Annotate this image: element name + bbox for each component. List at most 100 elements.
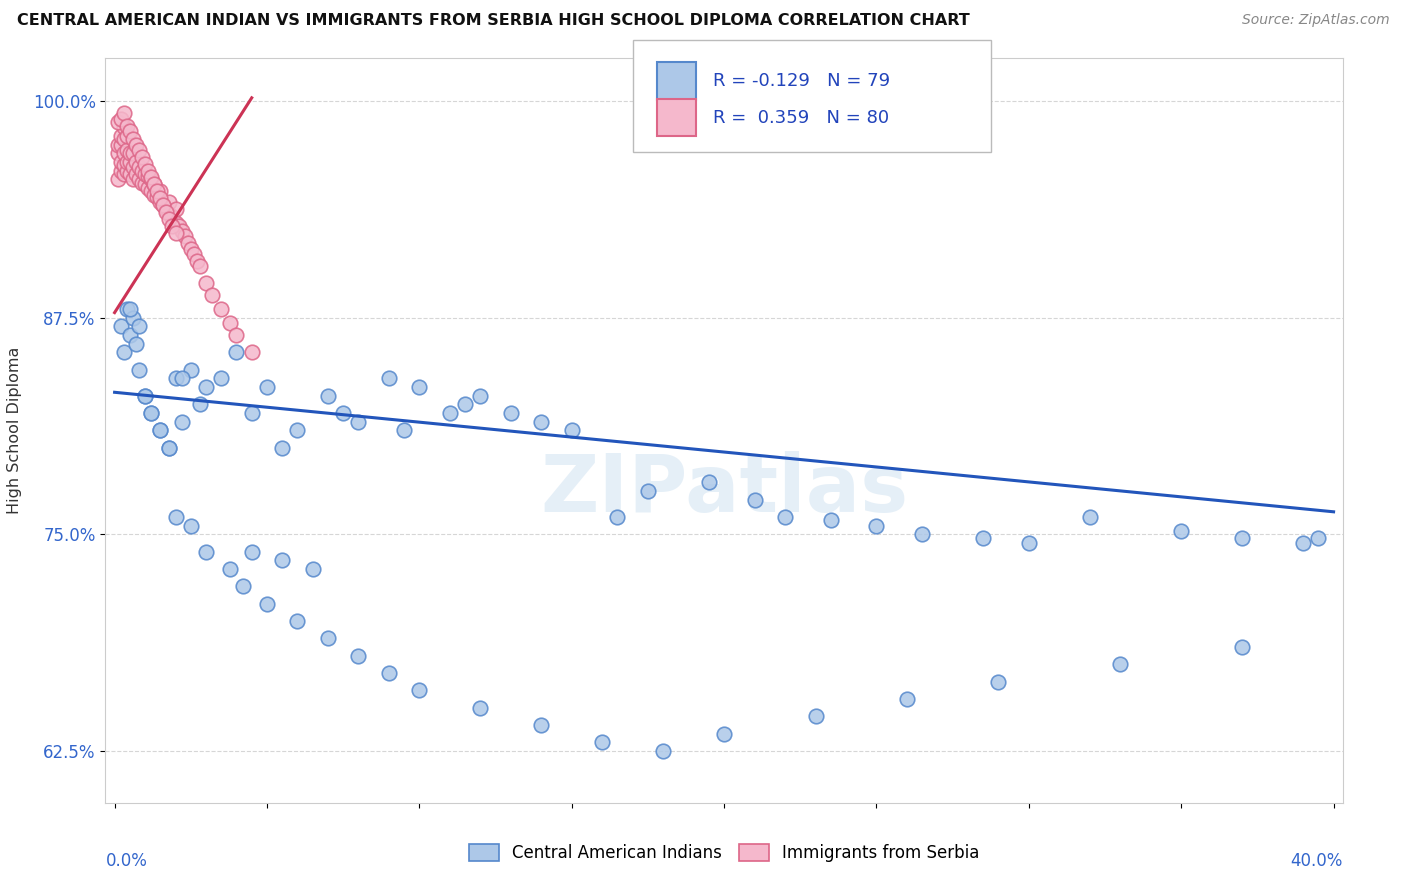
Point xyxy=(209,371,232,385)
Point xyxy=(118,302,141,317)
Point xyxy=(316,632,339,646)
Point xyxy=(128,319,150,334)
Point xyxy=(165,202,187,216)
Point xyxy=(115,155,138,169)
Point xyxy=(177,236,200,251)
Point xyxy=(240,345,263,359)
Point xyxy=(530,415,553,429)
Point xyxy=(201,288,224,302)
Point xyxy=(173,229,195,244)
Point xyxy=(1109,657,1132,672)
Point xyxy=(240,406,263,420)
Point xyxy=(107,172,129,186)
Point xyxy=(454,397,477,411)
Point xyxy=(141,406,163,420)
Point xyxy=(118,328,141,343)
Text: ZIPatlas: ZIPatlas xyxy=(540,451,908,529)
Text: CENTRAL AMERICAN INDIAN VS IMMIGRANTS FROM SERBIA HIGH SCHOOL DIPLOMA CORRELATIO: CENTRAL AMERICAN INDIAN VS IMMIGRANTS FR… xyxy=(17,13,970,29)
Point xyxy=(408,380,430,394)
Point xyxy=(225,328,247,343)
Point xyxy=(165,226,187,240)
Point xyxy=(195,276,218,290)
Point xyxy=(112,106,135,120)
Point xyxy=(188,259,211,273)
Point xyxy=(408,683,430,698)
Point xyxy=(159,212,181,227)
Point xyxy=(134,156,156,170)
Point xyxy=(591,735,613,749)
Point xyxy=(141,170,163,185)
Point xyxy=(1170,524,1192,538)
Point xyxy=(125,167,148,181)
Text: Source: ZipAtlas.com: Source: ZipAtlas.com xyxy=(1241,13,1389,28)
Point xyxy=(110,319,132,334)
Point xyxy=(141,172,163,186)
Point xyxy=(149,191,172,205)
Point xyxy=(115,128,138,143)
Point xyxy=(287,614,309,628)
Point xyxy=(136,169,159,183)
Point xyxy=(128,363,150,377)
Point xyxy=(125,336,148,351)
Point xyxy=(165,215,187,229)
Point xyxy=(225,345,247,359)
Point xyxy=(301,562,323,576)
Point xyxy=(186,253,208,268)
Point xyxy=(125,155,148,169)
Text: R =  0.359   N = 80: R = 0.359 N = 80 xyxy=(713,109,889,127)
Point xyxy=(143,178,166,192)
Point xyxy=(112,345,135,359)
Point xyxy=(1308,531,1330,545)
Point xyxy=(143,178,166,192)
Point xyxy=(195,380,218,394)
Point xyxy=(896,691,918,706)
Point xyxy=(149,423,172,437)
Point xyxy=(167,219,190,233)
Point xyxy=(159,207,181,221)
Point xyxy=(112,167,135,181)
Point xyxy=(107,146,129,161)
Point xyxy=(134,167,156,181)
Point xyxy=(165,371,187,385)
Point xyxy=(170,415,193,429)
Point xyxy=(110,137,132,152)
Point xyxy=(115,119,138,133)
Point xyxy=(170,224,193,238)
Point xyxy=(1230,531,1253,545)
Point xyxy=(134,178,156,192)
Point xyxy=(118,167,141,181)
Point xyxy=(378,665,401,680)
Point xyxy=(162,219,184,233)
Point xyxy=(149,185,172,199)
Point xyxy=(143,187,166,202)
Point xyxy=(820,513,842,527)
Point xyxy=(232,579,254,593)
Point xyxy=(141,185,163,199)
Point xyxy=(155,202,177,216)
Point xyxy=(128,160,150,174)
Point xyxy=(159,441,181,455)
Point xyxy=(152,198,174,212)
Text: 0.0%: 0.0% xyxy=(105,852,148,870)
Point xyxy=(1018,536,1040,550)
Point xyxy=(118,124,141,138)
Point xyxy=(118,146,141,161)
Point xyxy=(637,483,659,498)
Point xyxy=(122,132,145,146)
Point xyxy=(110,155,132,169)
Point xyxy=(112,158,135,172)
Point xyxy=(1078,510,1101,524)
Point xyxy=(219,316,242,330)
Point xyxy=(561,423,583,437)
Point xyxy=(347,648,370,663)
Point xyxy=(110,163,132,178)
Point xyxy=(180,363,202,377)
Point xyxy=(159,441,181,455)
Point xyxy=(122,310,145,325)
Text: 40.0%: 40.0% xyxy=(1291,852,1343,870)
Point xyxy=(122,146,145,161)
Point xyxy=(652,744,675,758)
Point xyxy=(131,150,153,164)
Point xyxy=(112,146,135,161)
Point xyxy=(170,371,193,385)
